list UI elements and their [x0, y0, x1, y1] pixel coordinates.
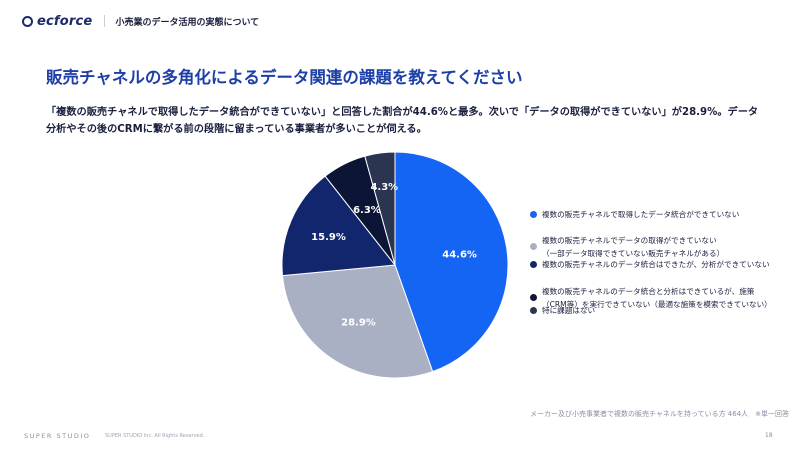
legend-marker-analysis	[530, 261, 537, 268]
pie-slice	[281, 264, 434, 379]
summary-line-1: 「複数の販売チャネルで取得したデータ統合ができていない」と回答した割合が44.6…	[46, 107, 759, 118]
legend-label: 複数の販売チャネルでデータの取得ができていない	[542, 236, 717, 245]
summary-text: 「複数の販売チャネルで取得したデータ統合ができていない」と回答した割合が44.6…	[46, 104, 766, 138]
pie-slice-label: 44.6%	[442, 249, 477, 260]
circle-logo-icon	[22, 15, 33, 27]
legend-label: 特に課題はない	[542, 306, 596, 315]
summary-line-2: 分析やその後のCRMに繋がる前の段階に留まっている事業者が多いことが伺える。	[46, 124, 427, 135]
pie-slice-label: 28.9%	[341, 318, 376, 329]
header: ecforce 小売業のデータ活用の実態について	[22, 12, 259, 30]
header-title: 小売業のデータ活用の実態について	[115, 17, 260, 28]
legend-marker-data-acquisition	[530, 243, 537, 250]
legend-label-sub: （一部データ取得できていない販売チャネルがある）	[542, 249, 725, 258]
pie-slice-label: 6.3%	[353, 205, 381, 216]
legend-label-sub: （CRM等）を実行できていない（最適な施策を模索できていない）	[542, 300, 772, 309]
pie-slice-label: 4.3%	[370, 182, 398, 193]
legend-label: 複数の販売チャネルのデータ統合はできたが、分析ができていない	[542, 260, 770, 269]
footer-brand: SUPER STUDIO	[24, 432, 91, 440]
pie-slice-label: 15.9%	[311, 232, 346, 243]
footer-copyright: SUPER STUDIO Inc. All Rights Reserved.	[105, 433, 205, 439]
legend-marker-no-issue	[530, 307, 537, 314]
legend-label: 複数の販売チャネルで取得したデータ統合ができていない	[542, 210, 740, 219]
legend-marker-data-integration	[530, 211, 537, 218]
logo-text: ecforce	[37, 13, 93, 29]
legend-marker-crm	[530, 294, 537, 301]
pie-slice	[281, 175, 396, 277]
header-divider	[104, 15, 106, 27]
page-title: 販売チャネルの多角化によるデータ関連の課題を教えてください	[46, 68, 523, 87]
footnote: メーカー及び小売事業者で複数の販売チャネルを持っている方 464人 ※単一回答	[530, 410, 790, 418]
legend-label: 複数の販売チャネルのデータ統合と分析はできているが、施策	[542, 287, 755, 296]
pie-slice	[394, 151, 509, 373]
pie-chart: 44.6% 28.9% 15.9% 6.3% 4.3%	[281, 151, 509, 379]
page-number: 18	[765, 432, 773, 439]
pie-slice	[364, 151, 396, 266]
